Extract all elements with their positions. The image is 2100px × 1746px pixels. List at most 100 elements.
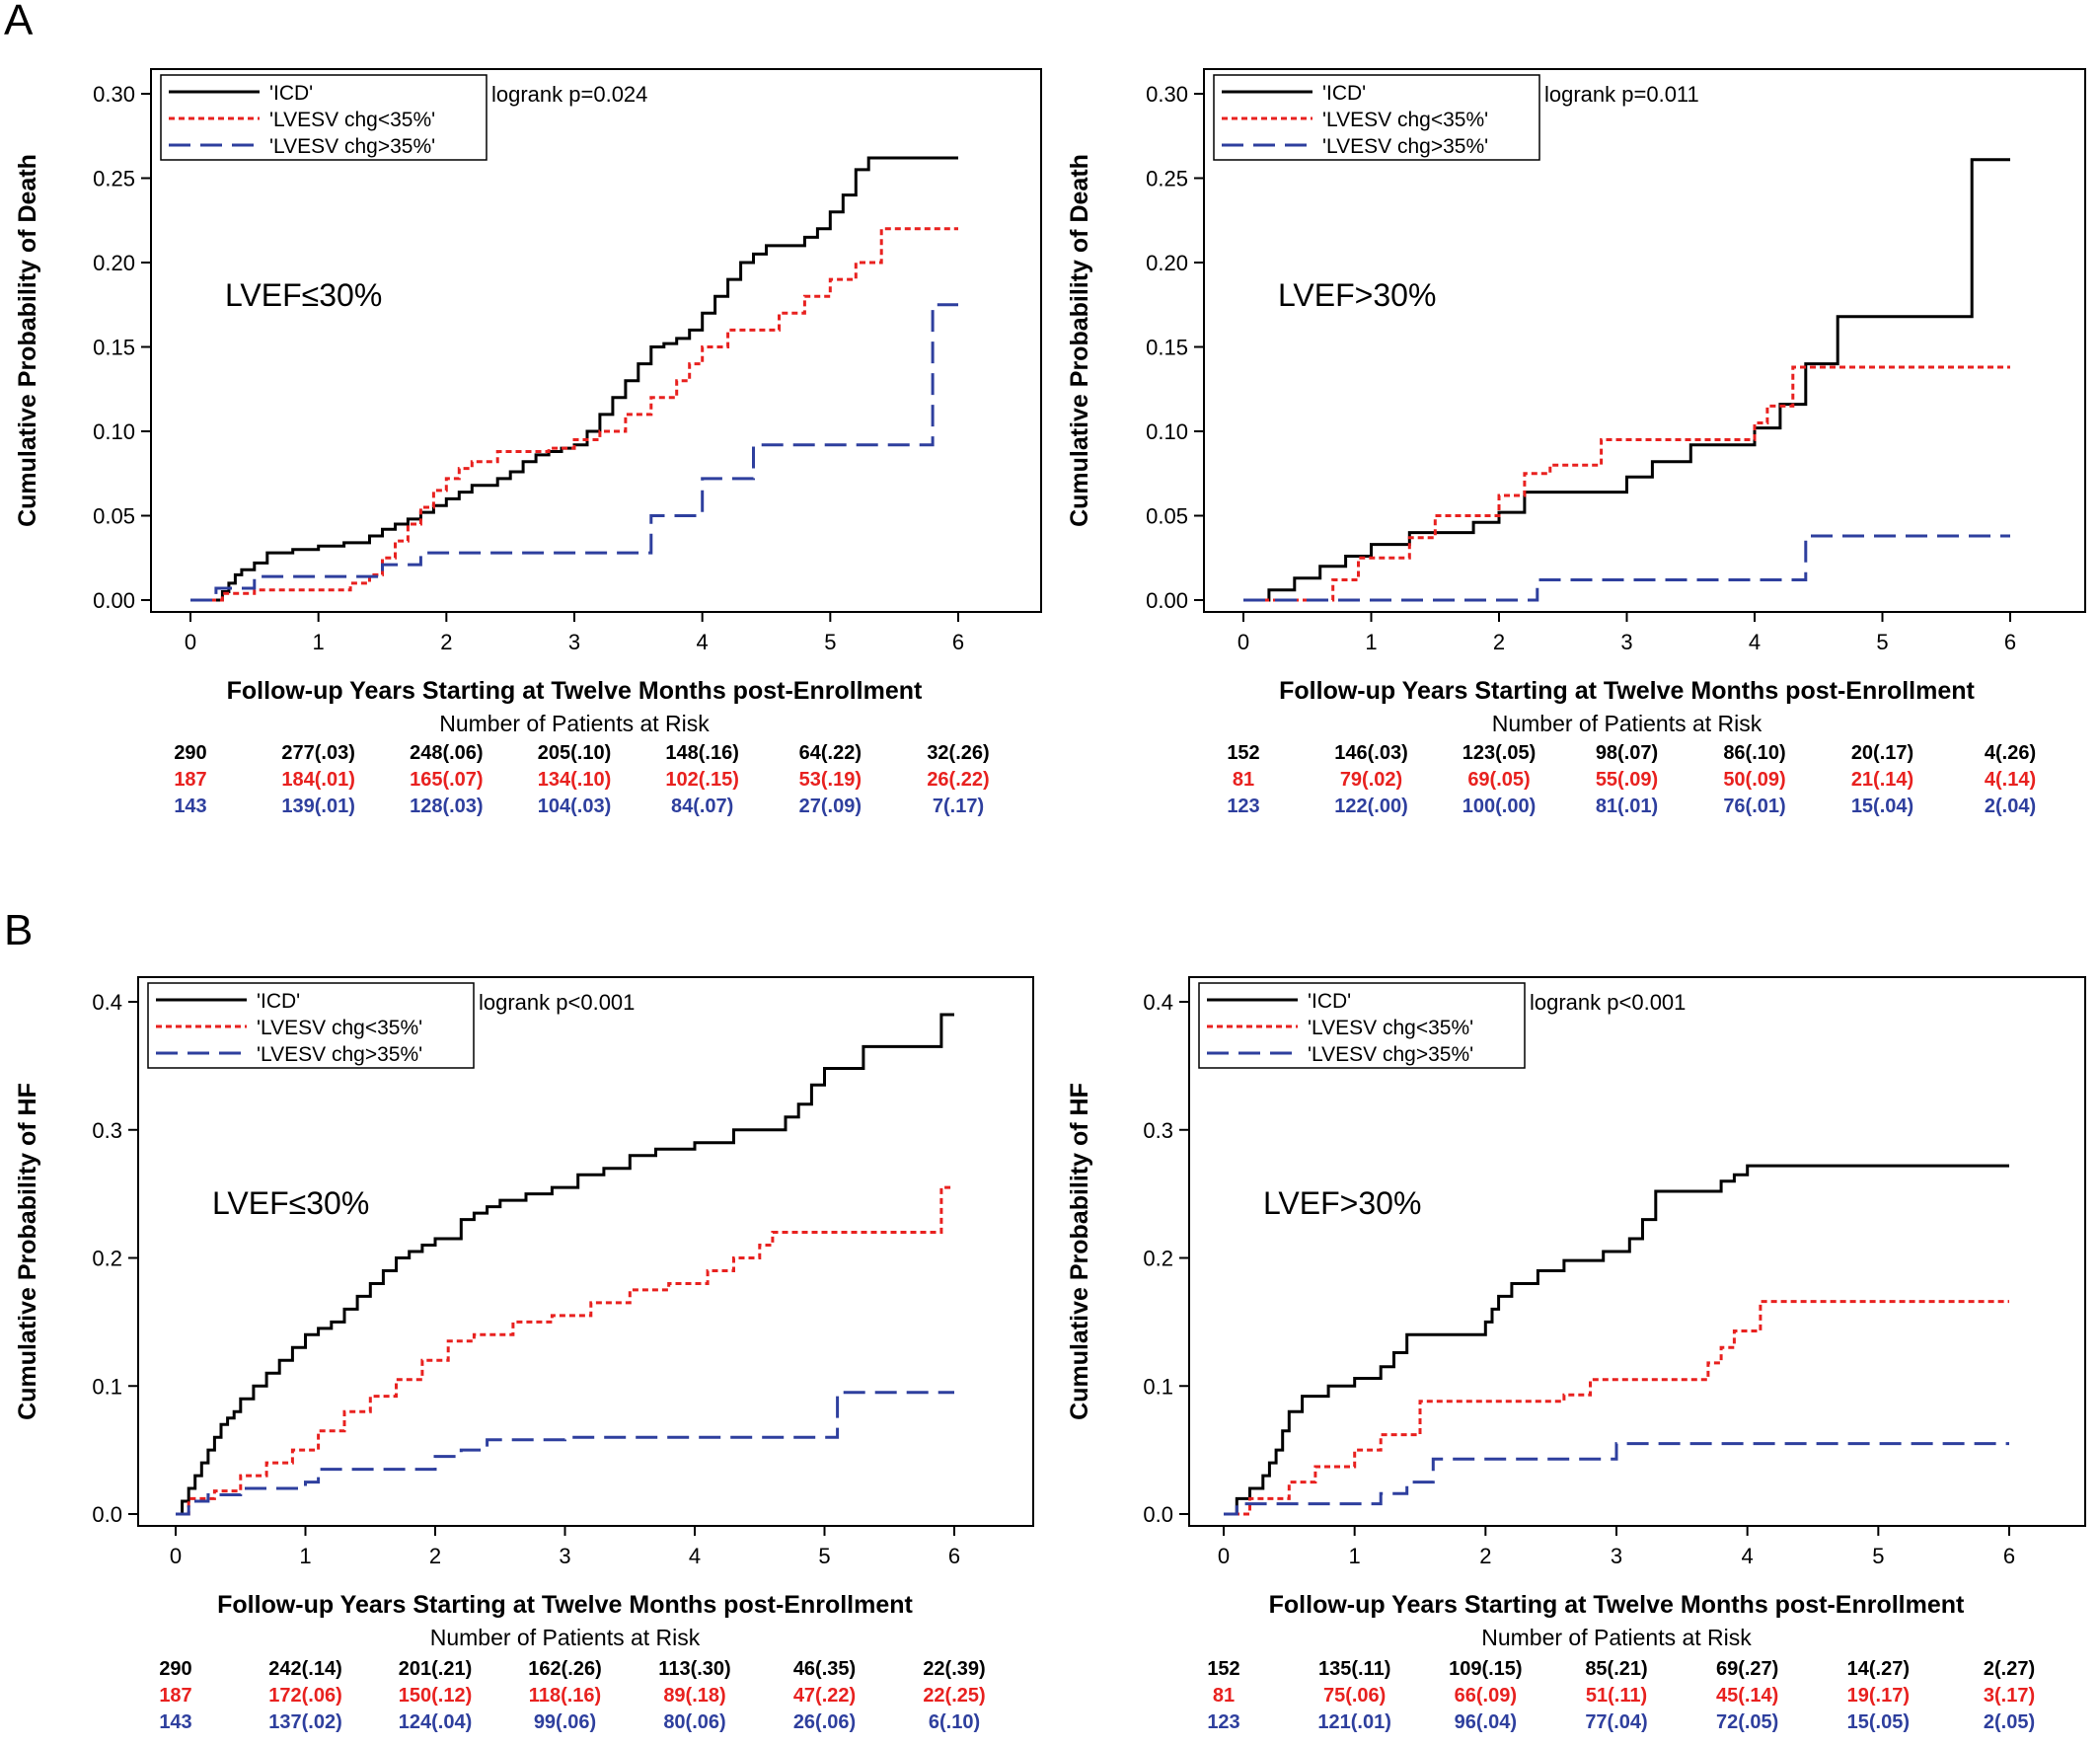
chart-A-left: 0.00 0.05 0.10 0.15 0.20 0.25 0.30 0 1 2 3 4 5 6 Follo… [14,68,1042,817]
logrank-label: logrank p=0.024 [491,82,647,107]
x-tick-label: 5 [824,630,836,654]
x-tick-label: 0 [1238,630,1249,654]
y-tick-label: 0.05 [1146,504,1188,529]
y-tick-label: 0.30 [93,82,135,107]
risk-cell-lvesv_lt35: 22(.25) [923,1685,985,1707]
risk-cell-lvesv_gt35: 143 [174,796,206,817]
risk-cell-icd: 205(.10) [538,742,612,764]
series-lvesv_gt35 [1224,1442,2009,1516]
risk-cell-lvesv_lt35: 19(.17) [1847,1685,1910,1707]
series-icd [190,156,958,602]
x-tick-label: 5 [818,1544,830,1568]
risk-cell-lvesv_lt35: 45(.14) [1716,1685,1778,1707]
risk-cell-icd: 152 [1227,742,1259,764]
risk-cell-icd: 69(.27) [1716,1658,1778,1680]
x-tick-label: 3 [1611,1544,1622,1568]
y-tick-label: 0.0 [92,1502,122,1527]
risk-cell-lvesv_lt35: 66(.09) [1455,1685,1517,1707]
lvef-annotation: LVEF>30% [1278,277,1436,313]
y-tick-label: 0.10 [1146,419,1188,444]
x-tick-label: 0 [1218,1544,1230,1568]
series-lvesv_lt35 [190,227,958,602]
risk-cell-lvesv_gt35: 77(.04) [1585,1711,1647,1733]
plot-frame [1203,68,2086,613]
plot-frame [1188,976,2086,1527]
risk-cell-lvesv_gt35: 96(.04) [1455,1711,1517,1733]
risk-cell-icd: 290 [159,1658,191,1680]
series-icd [1243,158,2010,602]
risk-cell-lvesv_lt35: 26(.22) [927,769,989,791]
risk-cell-icd: 152 [1207,1658,1239,1680]
y-tick-label: 0.25 [93,167,135,191]
legend-label-lvesv_gt35: 'LVESV chg>35%' [1322,135,1488,158]
risk-cell-lvesv_lt35: 89(.18) [663,1685,725,1707]
series-icd [1224,1164,2009,1516]
risk-table-title: Number of Patients at Risk [1492,711,1762,736]
y-tick-label: 0.15 [1146,336,1188,360]
risk-table-title: Number of Patients at Risk [439,711,710,736]
y-tick-label: 0.15 [93,336,135,360]
risk-cell-icd: 20(.17) [1851,742,1913,764]
risk-cell-lvesv_lt35: 134(.10) [538,769,612,791]
risk-cell-icd: 86(.10) [1723,742,1785,764]
risk-cell-lvesv_lt35: 69(.05) [1467,769,1530,791]
risk-cell-lvesv_gt35: 100(.00) [1462,796,1537,817]
risk-cell-lvesv_gt35: 122(.00) [1334,796,1408,817]
legend-label-icd: 'ICD' [1322,82,1366,105]
series-lvesv_gt35 [1243,534,2010,602]
y-tick-label: 0.20 [1146,251,1188,275]
risk-cell-lvesv_gt35: 124(.04) [399,1711,473,1733]
risk-cell-icd: 22(.39) [923,1658,985,1680]
risk-cell-lvesv_gt35: 72(.05) [1716,1711,1778,1733]
x-tick-label: 0 [170,1544,182,1568]
legend-label-icd: 'ICD' [1308,990,1351,1013]
y-tick-label: 0.30 [1146,82,1188,107]
risk-cell-lvesv_lt35: 79(.02) [1340,769,1402,791]
x-tick-label: 2 [1493,630,1505,654]
risk-cell-lvesv_gt35: 2(.05) [1984,1711,2035,1733]
x-tick-label: 6 [2003,1544,2015,1568]
series-lvesv_gt35 [176,1391,954,1516]
lvef-annotation: LVEF>30% [1263,1185,1421,1221]
risk-cell-lvesv_gt35: 26(.06) [793,1711,856,1733]
legend-label-lvesv_lt35: 'LVESV chg<35%' [257,1017,422,1039]
risk-cell-lvesv_lt35: 102(.15) [665,769,739,791]
x-tick-label: 4 [1749,630,1761,654]
plot-frame [137,976,1034,1527]
x-axis-label: Follow-up Years Starting at Twelve Month… [227,677,923,705]
y-tick-label: 0.3 [1143,1118,1173,1143]
x-tick-label: 2 [1479,1544,1491,1568]
x-axis-label: Follow-up Years Starting at Twelve Month… [1269,1591,1965,1619]
risk-cell-lvesv_gt35: 6(.10) [929,1711,980,1733]
series-lvesv_lt35 [176,1185,954,1516]
x-tick-label: 3 [559,1544,570,1568]
risk-cell-icd: 290 [174,742,206,764]
risk-cell-icd: 201(.21) [399,1658,473,1680]
legend-label-icd: 'ICD' [257,990,300,1013]
risk-cell-icd: 146(.03) [1334,742,1408,764]
risk-cell-lvesv_gt35: 104(.03) [538,796,612,817]
risk-cell-icd: 277(.03) [281,742,355,764]
x-tick-label: 1 [299,1544,311,1568]
risk-cell-lvesv_lt35: 184(.01) [281,769,355,791]
risk-cell-lvesv_gt35: 121(.01) [1317,1711,1391,1733]
x-tick-label: 4 [697,630,709,654]
lvef-annotation: LVEF≤30% [212,1185,369,1221]
x-tick-label: 2 [440,630,452,654]
risk-cell-lvesv_gt35: 123 [1227,796,1259,817]
x-tick-label: 6 [2004,630,2016,654]
risk-cell-lvesv_lt35: 55(.09) [1596,769,1658,791]
risk-cell-icd: 46(.35) [793,1658,856,1680]
risk-table-title: Number of Patients at Risk [430,1625,701,1650]
legend-label-lvesv_lt35: 'LVESV chg<35%' [1322,109,1488,131]
y-tick-label: 0.10 [93,419,135,444]
y-axis-label: Cumulative Probability of HF [1066,1083,1093,1420]
risk-cell-lvesv_gt35: 84(.07) [671,796,733,817]
risk-cell-icd: 4(.26) [1985,742,2036,764]
risk-cell-lvesv_lt35: 165(.07) [410,769,484,791]
risk-cell-lvesv_gt35: 143 [159,1711,191,1733]
y-tick-label: 0.4 [1143,990,1173,1015]
risk-cell-lvesv_lt35: 187 [174,769,206,791]
risk-cell-lvesv_lt35: 50(.09) [1723,769,1785,791]
risk-cell-lvesv_lt35: 75(.06) [1323,1685,1386,1707]
